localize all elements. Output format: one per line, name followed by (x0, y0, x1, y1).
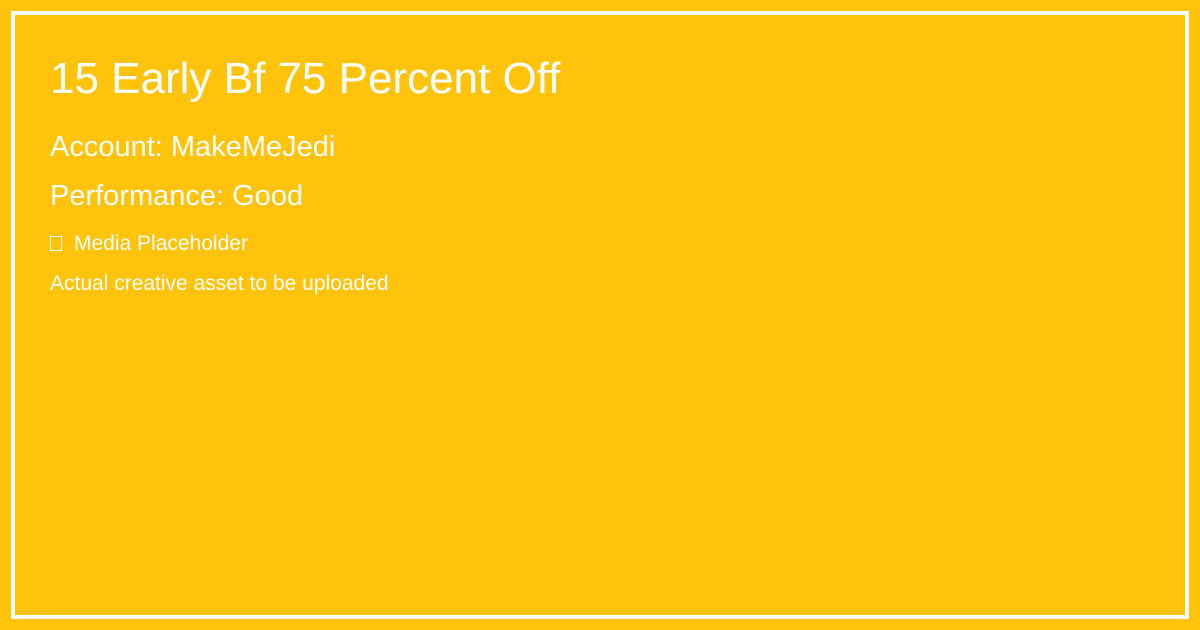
media-placeholder-label: Media Placeholder (74, 232, 248, 255)
media-placeholder: Media Placeholder (50, 233, 248, 254)
card-border (11, 11, 1189, 619)
media-placeholder-icon (50, 236, 62, 251)
performance-label: Performance: Good (50, 180, 304, 212)
account-label: Account: MakeMeJedi (50, 131, 336, 163)
card-title: 15 Early Bf 75 Percent Off (50, 54, 561, 103)
upload-note: Actual creative asset to be uploaded (50, 272, 389, 295)
